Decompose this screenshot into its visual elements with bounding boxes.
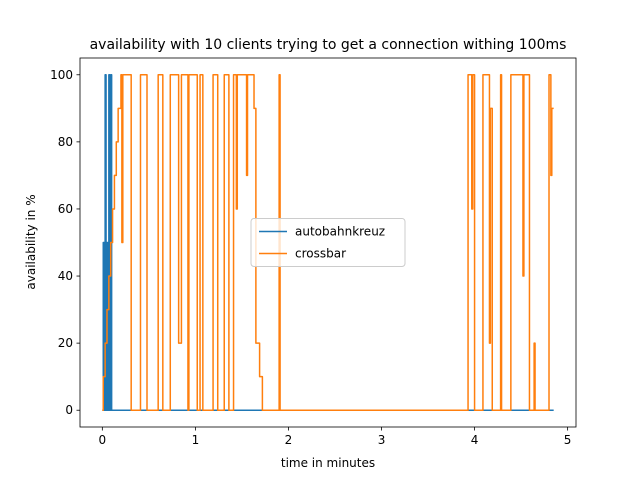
legend-frame [250, 218, 406, 267]
y-tick-label: 20 [58, 336, 73, 350]
legend-label: autobahnkreuz [295, 225, 385, 239]
chart-title: availability with 10 clients trying to g… [90, 37, 567, 53]
y-tick-label: 0 [65, 403, 73, 417]
y-tick-label: 60 [58, 202, 73, 216]
x-axis-label: time in minutes [281, 456, 375, 470]
plot-frame [79, 57, 577, 428]
y-axis-label: availability in % [24, 194, 38, 289]
y-tick-label: 40 [58, 269, 73, 283]
x-tick-label: 1 [192, 433, 200, 447]
y-tick-label: 100 [50, 68, 73, 82]
line-series [102, 74, 554, 411]
legend-label: crossbar [295, 247, 346, 261]
x-tick-label: 3 [378, 433, 386, 447]
legend: autobahnkreuz crossbar [250, 218, 406, 267]
x-tick-label: 4 [471, 433, 479, 447]
y-tick-label: 80 [58, 135, 73, 149]
x-tick-label: 2 [285, 433, 293, 447]
x-tick-label: 0 [99, 433, 107, 447]
x-tick-label: 5 [564, 433, 572, 447]
